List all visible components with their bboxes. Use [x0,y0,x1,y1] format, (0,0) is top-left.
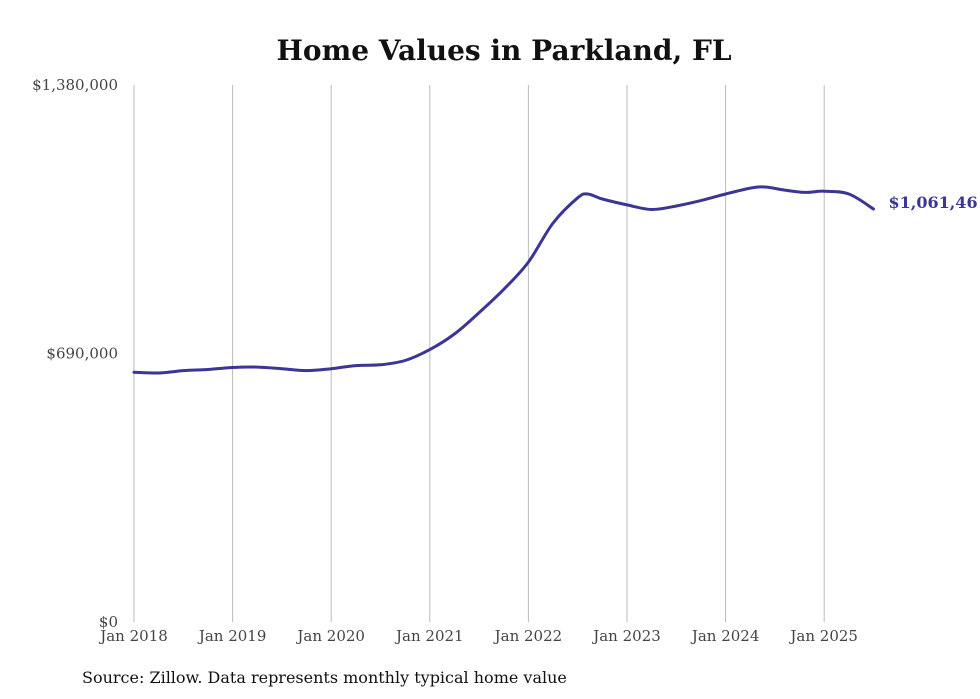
chart-title: Home Values in Parkland, FL [276,34,731,67]
x-tick-label: Jan 2025 [788,627,858,645]
x-axis-tick-labels: Jan 2018 Jan 2019 Jan 2020 Jan 2021 Jan 2022… [98,627,858,645]
x-tick-label: Jan 2023 [591,627,661,645]
end-value-label: $1,061,46 [889,193,978,212]
vertical-gridlines [133,85,825,622]
y-tick-label: $1,380,000 [32,76,118,94]
x-tick-label: Jan 2024 [690,627,760,645]
x-tick-label: Jan 2020 [295,627,365,645]
x-tick-label: Jan 2019 [197,627,267,645]
source-note: Source: Zillow. Data represents monthly … [82,668,567,687]
y-axis-tick-labels: $0 $690,000 $1,380,000 [32,76,118,631]
x-tick-label: Jan 2021 [394,627,464,645]
x-tick-label: Jan 2022 [493,627,563,645]
x-tick-label: Jan 2018 [98,627,168,645]
series-line-home-value [132,185,875,375]
y-tick-label: $690,000 [46,345,118,363]
y-tick-label: $0 [99,613,118,631]
